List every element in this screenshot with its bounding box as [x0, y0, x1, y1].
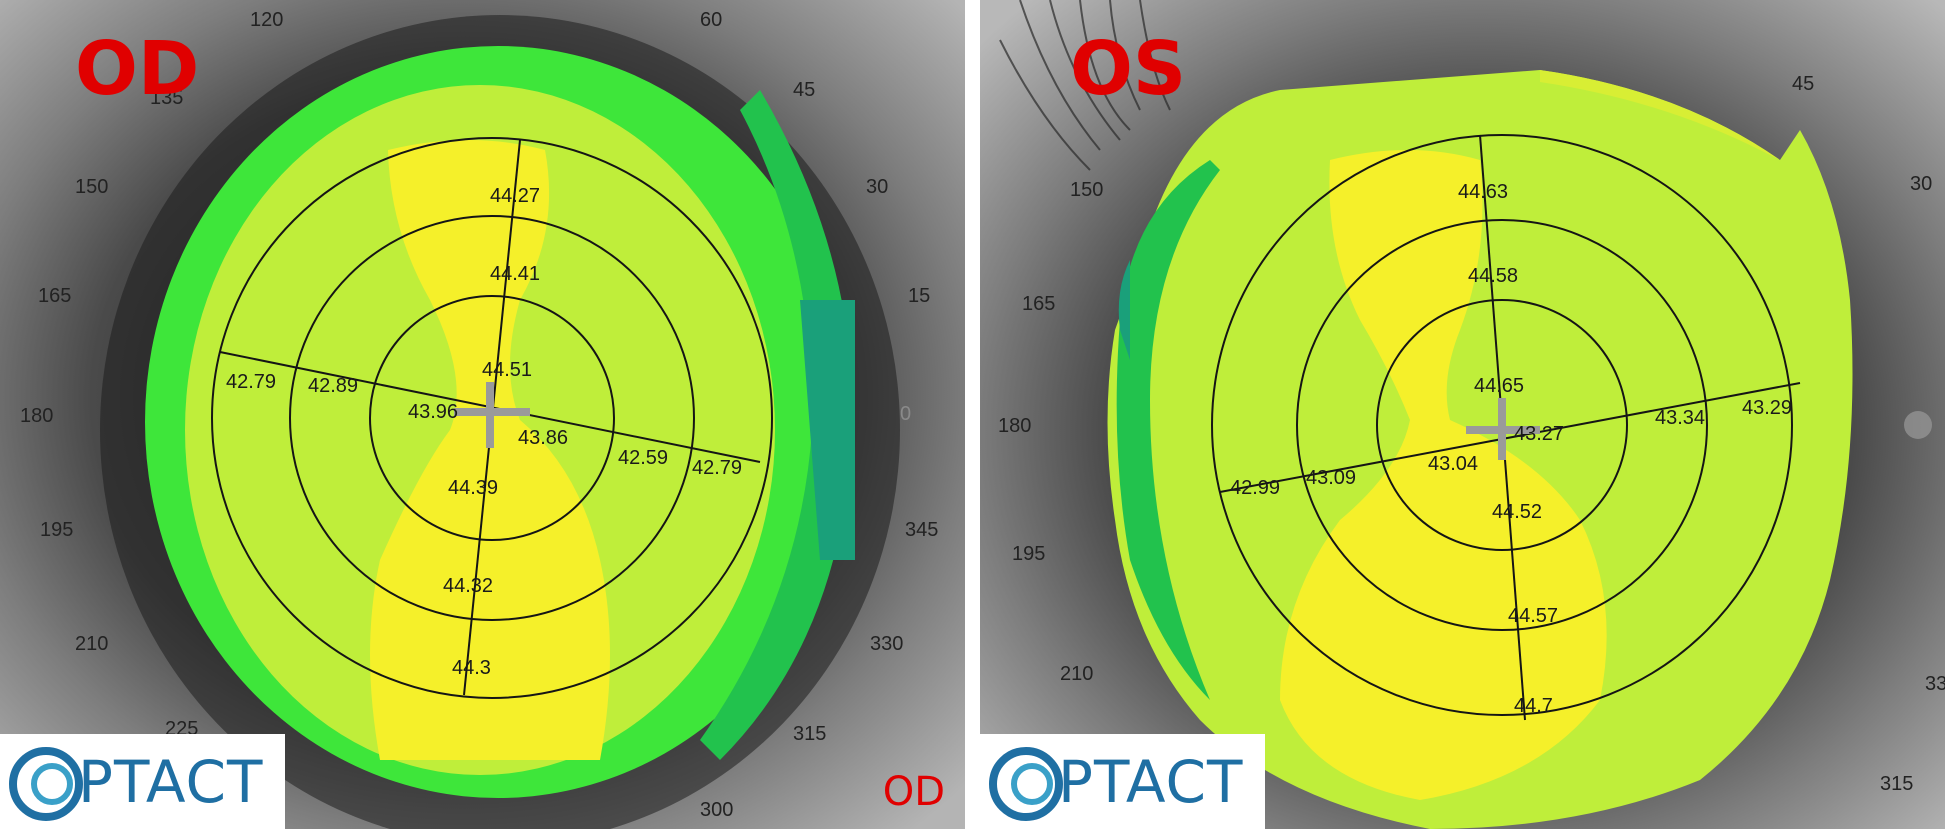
od-k-nasal-outer: 42.79 — [226, 371, 276, 393]
os-deg-210: 210 — [1060, 663, 1093, 685]
os-deg-330: 330 — [1925, 673, 1945, 695]
os-deg-180: 180 — [998, 415, 1031, 437]
os-deg-45: 45 — [1792, 73, 1814, 95]
od-k-temporal-outer: 42.79 — [692, 457, 742, 479]
od-deg-345: 345 — [905, 519, 938, 541]
optact-o-icon — [9, 747, 83, 821]
os-k-center-right: 43.27 — [1514, 423, 1564, 445]
os-k-superior-inner: 44.58 — [1468, 265, 1518, 287]
od-deg-150: 150 — [75, 176, 108, 198]
od-corner-label: OD — [882, 769, 945, 815]
od-k-values: 44.27 44.41 44.51 43.96 43.86 44.39 44.3… — [226, 185, 742, 679]
od-k-inferior-mid: 44.32 — [443, 575, 493, 597]
od-center-cross — [454, 382, 530, 448]
od-deg-15: 15 — [908, 285, 930, 307]
od-deg-165: 165 — [38, 285, 71, 307]
od-k-inferior-outer: 44.3 — [452, 657, 491, 679]
od-k-inferior-inner: 44.39 — [448, 477, 498, 499]
os-k-temporal-outer: 43.29 — [1742, 397, 1792, 419]
os-topography-panel: 150 165 180 195 210 45 30 315 330 — [980, 0, 1945, 829]
os-logo-text: PTACT — [1058, 748, 1244, 816]
od-deg-120: 120 — [250, 9, 283, 31]
od-deg-60: 60 — [700, 9, 722, 31]
od-deg-30: 30 — [866, 176, 888, 198]
os-k-superior-outer: 44.63 — [1458, 181, 1508, 203]
os-deg-30: 30 — [1910, 173, 1932, 195]
od-deg-180: 180 — [20, 405, 53, 427]
os-k-center-left: 43.04 — [1428, 453, 1478, 475]
od-deg-315: 315 — [793, 723, 826, 745]
od-degree-scale: 120 60 135 45 150 30 165 15 180 195 345 … — [20, 9, 938, 821]
os-k-nasal-inner: 43.09 — [1306, 467, 1356, 489]
optact-o-icon — [989, 747, 1063, 821]
od-deg-300: 300 — [700, 799, 733, 821]
od-topography-panel: 120 60 135 45 150 30 165 15 180 195 345 … — [0, 0, 965, 829]
od-k-center-top: 44.51 — [482, 359, 532, 381]
os-k-temporal-inner: 43.34 — [1655, 407, 1705, 429]
od-k-superior-inner: 44.41 — [490, 263, 540, 285]
od-curvature-map — [145, 46, 855, 798]
os-optact-logo: PTACT — [980, 734, 1265, 829]
os-eyelashes — [999, 0, 1171, 171]
os-deg-315: 315 — [1880, 773, 1913, 795]
od-optact-logo: PTACT — [0, 734, 285, 829]
od-k-nasal-inner: 42.89 — [308, 375, 358, 397]
os-k-inferior-inner: 44.52 — [1492, 501, 1542, 523]
os-zone-rings — [1211, 134, 1801, 721]
os-deg-165: 165 — [1022, 293, 1055, 315]
os-curvature-map — [1107, 70, 1853, 829]
os-center-cross — [1466, 398, 1540, 460]
os-eye-label: OS — [1070, 26, 1187, 112]
od-deg-195: 195 — [40, 519, 73, 541]
od-deg-210: 210 — [75, 633, 108, 655]
os-reflection — [1904, 411, 1932, 439]
os-k-inferior-mid: 44.57 — [1508, 605, 1558, 627]
os-map-image: 150 165 180 195 210 45 30 315 330 — [980, 0, 1945, 829]
od-k-superior-outer: 44.27 — [490, 185, 540, 207]
od-map-image: 120 60 135 45 150 30 165 15 180 195 345 … — [0, 0, 965, 829]
od-deg-45: 45 — [793, 79, 815, 101]
os-k-center-top: 44.65 — [1474, 375, 1524, 397]
od-deg-135: 135 — [150, 87, 183, 109]
od-k-temporal-inner: 42.59 — [618, 447, 668, 469]
od-eye-label: OD — [75, 26, 200, 112]
os-deg-150: 150 — [1070, 179, 1103, 201]
os-k-values: 44.63 44.58 44.65 43.27 43.04 44.52 44.5… — [1230, 181, 1792, 717]
od-deg-0: 0 — [900, 403, 911, 425]
os-deg-195: 195 — [1012, 543, 1045, 565]
od-k-center-left: 43.96 — [408, 401, 458, 423]
os-k-nasal-outer: 42.99 — [1230, 477, 1280, 499]
od-logo-text: PTACT — [78, 748, 264, 816]
od-k-center-right: 43.86 — [518, 427, 568, 449]
os-k-inferior-outer: 44.7 — [1514, 695, 1553, 717]
os-degree-scale: 150 165 180 195 210 45 30 315 330 — [998, 73, 1945, 795]
od-deg-330: 330 — [870, 633, 903, 655]
